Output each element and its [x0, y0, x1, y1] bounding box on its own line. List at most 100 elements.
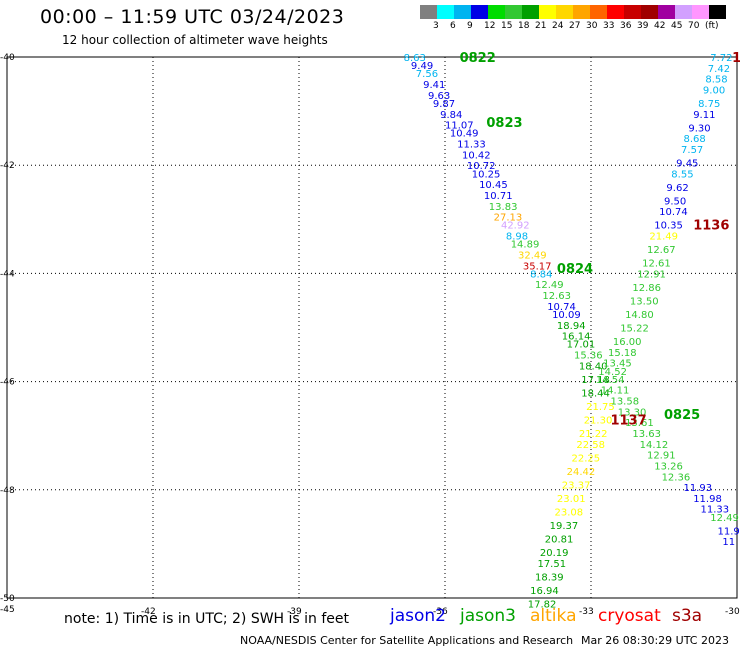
wave-height-label: 9.87 — [433, 99, 455, 110]
wave-height-label: 20.19 — [540, 548, 569, 559]
lat-tick-label: -50 — [0, 594, 15, 604]
wave-height-label: 17.82 — [528, 599, 557, 610]
pass-time-label: 0823 — [486, 116, 522, 131]
pass-time-label: 0822 — [460, 51, 496, 66]
pass-time-label: 11 — [732, 51, 740, 66]
wave-height-label: 15.18 — [608, 348, 637, 359]
map-frame — [6, 56, 738, 599]
wave-height-label: 22.58 — [576, 440, 605, 451]
lat-tick-label: -44 — [0, 269, 15, 279]
legend-swatch — [539, 5, 556, 19]
wave-height-label: 16.94 — [530, 586, 559, 597]
wave-height-label: 12.91 — [647, 451, 676, 462]
wave-height-label: 7.42 — [708, 64, 730, 75]
lon-tick-label: -42 — [141, 607, 156, 617]
wave-height-label: 11.98 — [693, 494, 722, 505]
wave-height-label: 35.17 — [523, 261, 552, 272]
wave-height-label: 18.39 — [535, 572, 564, 583]
wave-height-label: 19.37 — [550, 521, 579, 532]
wave-height-label: 13.50 — [630, 296, 659, 307]
wave-height-label: 10.42 — [462, 150, 491, 161]
wave-height-label: 27.13 — [494, 213, 523, 224]
wave-height-label: 23.08 — [555, 507, 584, 518]
wave-height-label: 12.49 — [710, 513, 739, 524]
legend-label: 39 — [637, 21, 649, 31]
wave-height-label: 10.35 — [654, 221, 683, 232]
wave-height-label: 11 — [722, 537, 735, 548]
legend-swatch — [505, 5, 522, 19]
legend-swatch — [420, 5, 437, 19]
legend-swatch — [658, 5, 675, 19]
sat-jason2: jason2 — [390, 606, 446, 626]
legend-label: 33 — [603, 21, 615, 31]
wave-height-label: 11.9 — [718, 526, 740, 537]
lat-tick-label: -40 — [0, 53, 15, 63]
wave-height-label: 14.11 — [601, 386, 630, 397]
sat-altika: altika — [530, 606, 577, 626]
wave-height-label: 17.01 — [567, 340, 596, 351]
wave-height-label: 12.91 — [637, 269, 666, 280]
lon-tick-label: -33 — [579, 607, 594, 617]
wave-height-label: 17.51 — [537, 559, 566, 570]
wave-height-label: 8.55 — [671, 169, 693, 180]
lon-tick-label: -30 — [725, 607, 740, 617]
legend-label: 15 — [501, 21, 513, 31]
wave-height-label: 13.30 — [618, 407, 647, 418]
wave-height-label: 11.33 — [701, 505, 730, 516]
legend-label: 42 — [654, 21, 666, 31]
wave-height-label: 8.58 — [705, 75, 727, 86]
wave-height-label: 9.30 — [688, 123, 710, 134]
wave-height-label: 10.09 — [552, 310, 581, 321]
wave-height-label: 12.86 — [632, 283, 661, 294]
legend-label: 45 — [671, 21, 683, 31]
wave-height-label: 10.25 — [472, 169, 501, 180]
wave-height-label: 20.81 — [545, 534, 574, 545]
wave-height-label: 18.94 — [557, 321, 586, 332]
lat-tick-label: -46 — [0, 378, 15, 388]
wave-height-label: 10.71 — [484, 191, 513, 202]
legend-label: 27 — [569, 21, 581, 31]
legend-swatch — [590, 5, 607, 19]
wave-height-label: 13.58 — [610, 397, 639, 408]
wave-height-label: 13.61 — [625, 418, 654, 429]
wave-height-label: 21.75 — [586, 402, 615, 413]
wave-height-label: 23.01 — [557, 494, 586, 505]
lon-tick-label: -39 — [287, 607, 302, 617]
legend-swatch — [471, 5, 488, 19]
wave-height-label: 13.83 — [489, 202, 518, 213]
wave-height-label: 18.44 — [581, 388, 610, 399]
wave-height-label: 13.63 — [632, 429, 661, 440]
legend-swatch — [437, 5, 454, 19]
legend-label: 24 — [552, 21, 564, 31]
legend-label: 36 — [620, 21, 632, 31]
wave-height-label: 21.22 — [579, 429, 608, 440]
wave-height-label: 10.74 — [659, 207, 688, 218]
wave-height-label: 16.14 — [562, 332, 591, 343]
legend-swatch — [675, 5, 692, 19]
wave-height-label: 14.12 — [640, 440, 669, 451]
wave-height-label: 42.92 — [501, 221, 530, 232]
pass-time-label: 0825 — [664, 408, 700, 423]
wave-height-label: 9.50 — [664, 196, 686, 207]
wave-height-label: 13.26 — [654, 461, 683, 472]
legend-swatch — [522, 5, 539, 19]
page-subtitle: 12 hour collection of altimeter wave hei… — [62, 33, 328, 47]
sat-cryosat: cryosat — [598, 606, 661, 626]
pass-time-label: 1137 — [610, 413, 646, 428]
wave-height-label: 12.49 — [535, 280, 564, 291]
legend-swatch — [488, 5, 505, 19]
wave-height-label: 13.45 — [603, 359, 632, 370]
wave-height-label: 8.98 — [506, 232, 528, 243]
wave-height-label: 14.80 — [625, 310, 654, 321]
wave-height-label: 10.72 — [467, 161, 496, 172]
legend-label: 12 — [484, 21, 496, 31]
legend-label: 21 — [535, 21, 547, 31]
legend-unit: (ft) — [705, 21, 719, 31]
wave-height-label: 11.33 — [457, 140, 486, 151]
legend-label: 3 — [433, 21, 439, 31]
wave-height-label: 7.56 — [416, 69, 438, 80]
wave-height-label: 12.63 — [542, 291, 571, 302]
wave-height-label: 8.63 — [404, 53, 426, 64]
wave-height-label: 14.52 — [598, 367, 627, 378]
wave-height-label: 9.62 — [666, 183, 688, 194]
